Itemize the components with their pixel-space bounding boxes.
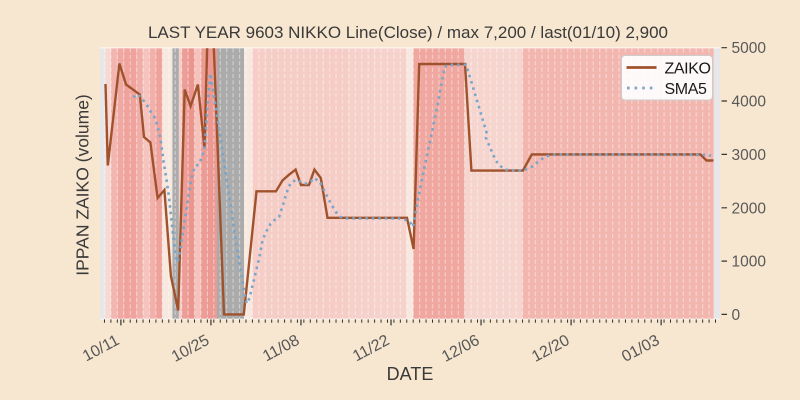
svg-text:ZAIKO: ZAIKO (665, 61, 711, 78)
svg-text:DATE: DATE (387, 364, 434, 384)
svg-text:2000: 2000 (732, 200, 767, 217)
svg-text:12/06: 12/06 (439, 332, 482, 366)
svg-text:4000: 4000 (732, 94, 767, 111)
svg-text:SMA5: SMA5 (665, 81, 707, 98)
svg-text:01/03: 01/03 (619, 332, 662, 366)
svg-text:LAST YEAR 9603 NIKKO Line(Clos: LAST YEAR 9603 NIKKO Line(Close) / max 7… (148, 23, 668, 42)
svg-text:5000: 5000 (732, 40, 767, 57)
svg-text:IPPAN ZAIKO (volume): IPPAN ZAIKO (volume) (73, 94, 93, 276)
svg-text:10/25: 10/25 (169, 332, 212, 366)
svg-text:3000: 3000 (732, 147, 767, 164)
svg-text:10/11: 10/11 (80, 332, 122, 365)
svg-text:0: 0 (732, 307, 741, 324)
svg-text:1000: 1000 (732, 254, 767, 271)
svg-text:11/08: 11/08 (260, 332, 302, 365)
svg-text:11/22: 11/22 (350, 332, 392, 365)
svg-text:12/20: 12/20 (529, 332, 572, 366)
